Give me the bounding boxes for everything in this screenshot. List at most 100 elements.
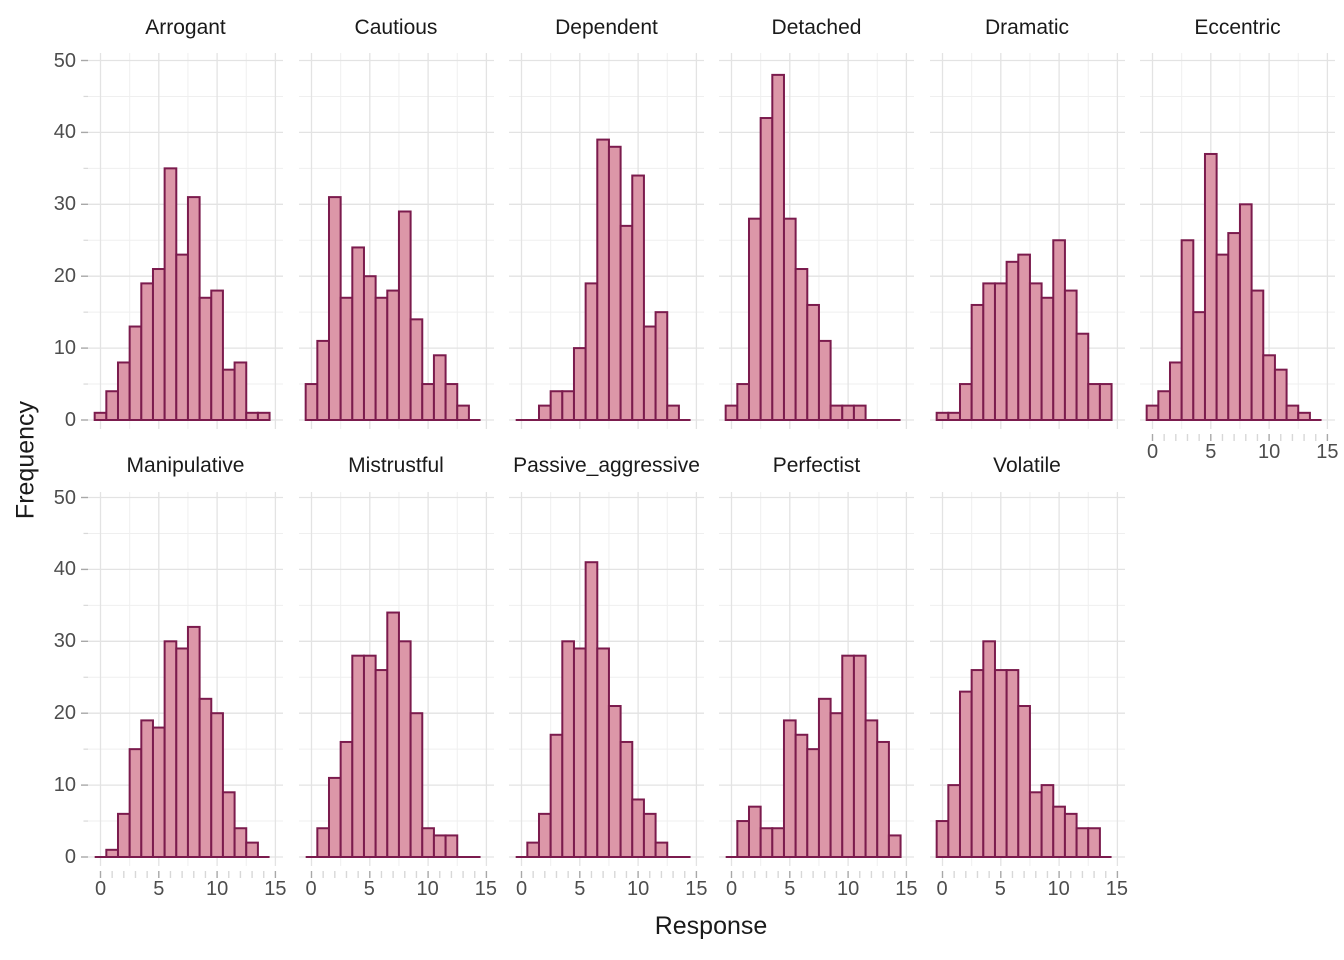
- histogram-bar: [163, 167, 178, 421]
- x-axis-tick-strip: [730, 871, 908, 878]
- x-tick-label-15: 15: [1316, 441, 1339, 463]
- histogram-bar: [1063, 812, 1078, 858]
- x-axis-tick-strip: [99, 871, 277, 878]
- histogram-bar: [116, 812, 131, 858]
- histogram-bar: [572, 347, 587, 422]
- facet-panel-detached: [719, 53, 914, 429]
- histogram-bar: [409, 712, 423, 858]
- histogram-bar: [736, 820, 750, 858]
- histogram-bar: [1040, 296, 1054, 422]
- facet-title-eccentric: Eccentric: [1194, 16, 1281, 39]
- histogram-bar: [116, 361, 131, 422]
- histogram-bar: [198, 697, 213, 858]
- y-tick-label-50: 50: [53, 486, 76, 509]
- histogram-bar: [654, 311, 669, 421]
- histogram-bar: [1250, 289, 1265, 421]
- histogram-bar: [128, 325, 143, 421]
- x-tick-label-5: 5: [153, 878, 165, 900]
- facet-panel-arrogant: [88, 53, 283, 429]
- histogram-bar: [1203, 152, 1218, 421]
- histogram-bar: [526, 841, 540, 858]
- facet-title-manipulative: Manipulative: [126, 454, 245, 477]
- histogram-bar: [584, 282, 599, 421]
- histogram-bar: [385, 289, 400, 421]
- histogram-bar: [198, 296, 213, 422]
- histogram-bar: [631, 174, 645, 422]
- histogram-bar: [1063, 289, 1078, 421]
- facet-plot-area: [88, 492, 283, 866]
- histogram-bar: [619, 224, 634, 421]
- histogram-bar: [1145, 404, 1160, 421]
- facet-plot-area: [719, 53, 914, 429]
- facet-title-passive_aggressive: Passive_aggressive: [513, 454, 700, 477]
- y-tick-label-30: 30: [53, 193, 76, 216]
- facet-plot-area: [929, 492, 1125, 866]
- histogram-bar: [1005, 669, 1019, 858]
- facet-panel-cautious: [298, 53, 494, 429]
- x-tick-label-0: 0: [936, 878, 948, 900]
- facet-plot-area: [509, 492, 704, 866]
- histogram-bar: [105, 848, 119, 858]
- histogram-bar: [993, 669, 1008, 858]
- histogram-bar: [829, 712, 844, 858]
- facet-panel-manipulative: [88, 492, 283, 866]
- histogram-bar: [876, 740, 890, 859]
- histogram-bar: [175, 253, 189, 421]
- histogram-bar: [93, 411, 108, 421]
- facet-panel-mistrustful: [298, 492, 494, 866]
- histogram-bar: [420, 383, 435, 421]
- histogram-bar: [327, 196, 342, 421]
- histogram-bar: [1238, 203, 1253, 421]
- histogram-bar: [1075, 332, 1089, 421]
- y-axis-tick-strip: [81, 59, 88, 421]
- x-tick-label-15: 15: [474, 878, 498, 900]
- histogram-bar: [981, 282, 996, 421]
- histogram-bar: [1051, 805, 1066, 859]
- y-tick-label-20: 20: [53, 702, 76, 725]
- facet-plot-area: [509, 53, 704, 429]
- histogram-bar: [315, 827, 330, 858]
- histogram-bar: [1028, 282, 1043, 421]
- x-tick-label-0: 0: [515, 878, 528, 900]
- histogram-bar: [794, 268, 809, 421]
- histogram-bar: [970, 669, 984, 858]
- histogram-bar: [887, 834, 902, 858]
- histogram-bar: [946, 784, 961, 859]
- x-tick-label-0: 0: [725, 878, 738, 900]
- histogram-bar: [817, 339, 832, 421]
- facet-title-cautious: Cautious: [354, 16, 438, 39]
- histogram-bar: [1192, 311, 1206, 421]
- histogram-bar: [736, 383, 750, 421]
- histogram-bar: [806, 303, 820, 422]
- y-tick-label-0: 0: [64, 846, 76, 868]
- histogram-bar: [1040, 784, 1054, 859]
- y-tick-label-0: 0: [64, 409, 76, 431]
- histogram-bar: [747, 805, 762, 859]
- histogram-bar: [1086, 383, 1101, 421]
- y-tick-label-40: 40: [53, 558, 76, 581]
- histogram-bar: [1028, 791, 1043, 859]
- histogram-bar: [958, 383, 973, 421]
- histogram-bar: [350, 246, 365, 421]
- x-tick-label-0: 0: [1146, 441, 1159, 463]
- histogram-bar: [1168, 361, 1183, 422]
- x-tick-label-15: 15: [264, 878, 287, 900]
- facet-panel-passive_aggressive: [509, 492, 704, 866]
- facet-panel-volatile: [929, 492, 1125, 866]
- histogram-bar: [946, 411, 961, 421]
- histogram-bar: [105, 390, 119, 421]
- histogram-bar: [607, 705, 622, 858]
- facet-plot-area: [88, 53, 283, 429]
- histogram-bar: [256, 411, 271, 421]
- x-tick-label-15: 15: [685, 878, 708, 900]
- x-axis-tick-strip: [1151, 434, 1329, 441]
- histogram-bar: [958, 690, 973, 858]
- y-axis-ticks-row-1: [79, 492, 88, 866]
- histogram-bar: [221, 791, 236, 859]
- x-axis-tick-strip: [941, 871, 1118, 878]
- histogram-bar: [397, 640, 412, 858]
- histogram-bar: [210, 712, 224, 858]
- x-tick-label-0: 0: [94, 878, 107, 900]
- histogram-bar: [1273, 368, 1288, 422]
- histogram-bar: [561, 390, 575, 421]
